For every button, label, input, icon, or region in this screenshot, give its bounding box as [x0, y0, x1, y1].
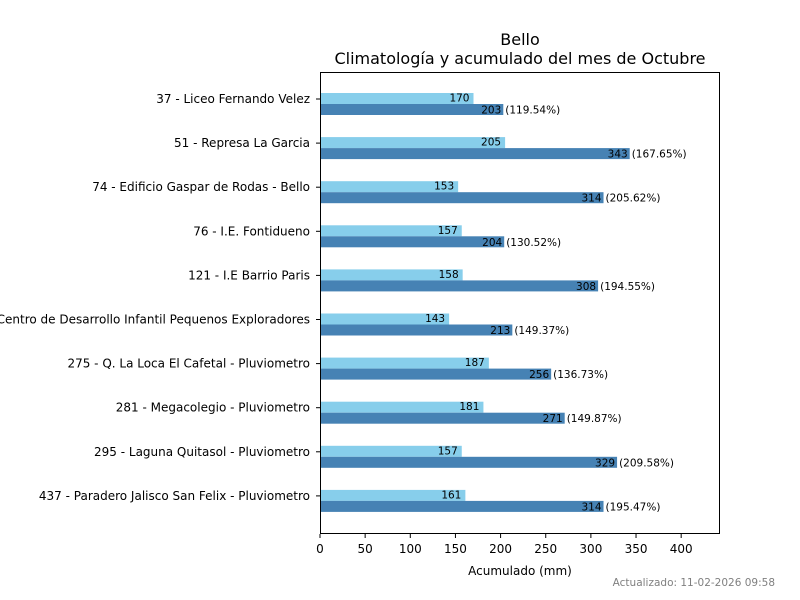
bar-percent-label: (167.65%) — [632, 149, 687, 161]
y-tick-label: 121 - I.E Barrio Paris — [188, 268, 310, 282]
x-tick-label: 250 — [534, 542, 557, 556]
bar-percent-label: (205.62%) — [606, 193, 661, 205]
x-axis-label: Acumulado (mm) — [468, 564, 572, 578]
x-tick-label: 400 — [670, 542, 693, 556]
y-tick-label: 275 - Q. La Loca El Cafetal - Pluviometr… — [67, 357, 310, 371]
bar-value-label-acumulado: 314 — [581, 501, 601, 513]
bar-percent-label: (149.87%) — [567, 413, 622, 425]
bar-climatologia — [320, 137, 506, 149]
bar-acumulado — [320, 500, 604, 512]
x-tick-label: 200 — [489, 542, 512, 556]
y-tick-label: 281 - Megacolegio - Pluviometro — [116, 401, 310, 415]
bar-value-label-acumulado: 308 — [576, 281, 596, 293]
bar-climatologia — [320, 489, 466, 501]
bar-climatologia — [320, 225, 462, 237]
y-axis: 37 - Liceo Fernando Velez 51 - Represa La… — [0, 92, 320, 503]
bar-climatologia — [320, 93, 474, 104]
bar-value-label-climatologia: 158 — [439, 269, 459, 281]
x-tick-label: 350 — [625, 542, 648, 556]
bar-acumulado — [320, 104, 504, 115]
bar-acumulado — [320, 456, 618, 468]
y-tick-label: 74 - Edificio Gaspar de Rodas - Bello — [92, 180, 310, 194]
y-tick-label: Centro de Desarrollo Infantil Pequenos E… — [0, 313, 310, 327]
bar-acumulado — [320, 192, 604, 204]
bar-percent-label: (195.47%) — [606, 501, 661, 513]
x-axis: 0 50 100 150 200 250 300 350 400 — [316, 534, 693, 556]
x-tick-label: 0 — [316, 542, 324, 556]
bar-value-label-acumulado: 329 — [595, 457, 615, 469]
bar-value-label-climatologia: 157 — [438, 445, 458, 457]
bar-value-label-acumulado: 256 — [529, 369, 549, 381]
bar-acumulado — [320, 148, 630, 160]
x-tick-label: 150 — [444, 542, 467, 556]
bar-percent-label: (194.55%) — [600, 281, 655, 293]
bar-value-label-climatologia: 187 — [465, 357, 485, 369]
bar-percent-label: (149.37%) — [514, 325, 569, 337]
bar-value-label-acumulado: 213 — [490, 325, 510, 337]
bar-acumulado — [320, 280, 599, 292]
bar-value-label-climatologia: 161 — [441, 489, 461, 501]
bar-value-label-acumulado: 314 — [581, 193, 601, 205]
updated-timestamp: Actualizado: 11-02-2026 09:58 — [613, 577, 775, 589]
x-tick-label: 100 — [399, 542, 422, 556]
bar-value-label-acumulado: 271 — [543, 413, 563, 425]
bar-percent-label: (119.54%) — [505, 105, 560, 117]
bar-climatologia — [320, 269, 463, 281]
bar-value-label-acumulado: 203 — [481, 105, 501, 117]
bar-climatologia — [320, 401, 484, 413]
bar-acumulado — [320, 412, 565, 424]
bars-group: 170 203 (119.54%) 205 343 (167.65%) 153 314 (205… — [320, 93, 687, 513]
x-tick-label: 50 — [358, 542, 373, 556]
bar-climatologia — [320, 181, 459, 193]
bar-climatologia — [320, 313, 450, 325]
bar-value-label-climatologia: 181 — [459, 401, 479, 413]
bar-climatologia — [320, 357, 489, 369]
bar-climatologia — [320, 445, 462, 457]
chart-title: Bello — [500, 30, 540, 49]
bar-value-label-climatologia: 157 — [438, 225, 458, 237]
bar-value-label-acumulado: 204 — [482, 237, 502, 249]
x-tick-label: 300 — [579, 542, 602, 556]
bar-acumulado — [320, 368, 552, 380]
bar-value-label-climatologia: 205 — [481, 137, 501, 149]
bar-percent-label: (136.73%) — [553, 369, 608, 381]
plot-frame — [320, 72, 720, 534]
bar-value-label-climatologia: 143 — [425, 313, 445, 325]
bar-percent-label: (130.52%) — [506, 237, 561, 249]
y-tick-label: 51 - Represa La Garcia — [174, 136, 310, 150]
y-tick-label: 437 - Paradero Jalisco San Felix - Pluvi… — [39, 489, 310, 503]
y-tick-label: 37 - Liceo Fernando Velez — [156, 92, 310, 106]
bar-acumulado — [320, 236, 505, 248]
y-tick-label: 76 - I.E. Fontidueno — [193, 224, 310, 238]
y-tick-label: 295 - Laguna Quitasol - Pluviometro — [94, 445, 310, 459]
bar-value-label-climatologia: 153 — [434, 181, 454, 193]
bar-value-label-acumulado: 343 — [608, 149, 628, 161]
bar-acumulado — [320, 324, 513, 336]
bar-value-label-climatologia: 170 — [449, 93, 469, 105]
chart-subtitle: Climatología y acumulado del mes de Octu… — [334, 49, 705, 68]
bar-percent-label: (209.58%) — [619, 457, 674, 469]
